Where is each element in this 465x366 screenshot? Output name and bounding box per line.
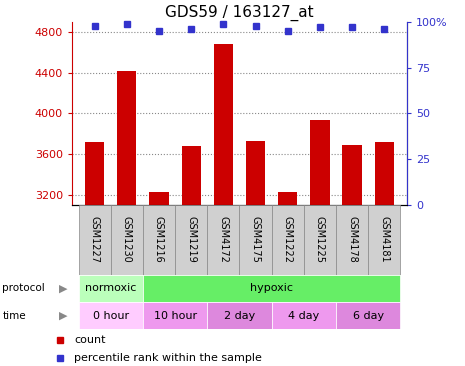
Text: GSM1225: GSM1225 [315, 216, 325, 263]
Text: count: count [74, 335, 106, 345]
Bar [79, 205, 111, 274]
Text: GSM4175: GSM4175 [251, 216, 260, 263]
Bar [85, 142, 104, 366]
Text: ▶: ▶ [59, 283, 67, 293]
Bar [143, 302, 207, 329]
Text: 2 day: 2 day [224, 311, 255, 321]
Bar [272, 205, 304, 274]
Text: 4 day: 4 day [288, 311, 319, 321]
Text: 10 hour: 10 hour [153, 311, 197, 321]
Bar [343, 145, 362, 366]
Text: GSM1216: GSM1216 [154, 216, 164, 263]
Text: GSM4178: GSM4178 [347, 216, 357, 263]
Text: protocol: protocol [2, 283, 45, 293]
Text: percentile rank within the sample: percentile rank within the sample [74, 353, 262, 363]
Bar [336, 205, 368, 274]
Text: 6 day: 6 day [352, 311, 384, 321]
Bar [304, 205, 336, 274]
Bar [214, 44, 233, 366]
Text: GSM4181: GSM4181 [379, 216, 389, 263]
Bar [310, 120, 330, 366]
Bar [149, 192, 169, 366]
Bar [368, 205, 400, 274]
Bar [143, 274, 400, 302]
Bar [79, 274, 143, 302]
Bar [175, 205, 207, 274]
Bar [239, 205, 272, 274]
Bar [278, 192, 298, 366]
Bar [79, 302, 143, 329]
Text: ▶: ▶ [59, 311, 67, 321]
Bar [375, 142, 394, 366]
Text: 0 hour: 0 hour [93, 311, 129, 321]
Text: normoxic: normoxic [85, 283, 136, 293]
Text: GSM1219: GSM1219 [186, 216, 196, 263]
Text: GSM1227: GSM1227 [90, 216, 100, 263]
Bar [246, 141, 265, 366]
Text: GSM1230: GSM1230 [122, 216, 132, 263]
Bar [207, 302, 272, 329]
Text: GSM1222: GSM1222 [283, 216, 293, 263]
Bar [117, 71, 136, 366]
Text: GSM4172: GSM4172 [219, 216, 228, 263]
Text: time: time [2, 311, 26, 321]
Bar [336, 302, 400, 329]
Bar [181, 146, 201, 366]
Bar [143, 205, 175, 274]
Bar [272, 302, 336, 329]
Bar [111, 205, 143, 274]
Bar [207, 205, 239, 274]
Title: GDS59 / 163127_at: GDS59 / 163127_at [165, 4, 314, 20]
Text: hypoxic: hypoxic [250, 283, 293, 293]
